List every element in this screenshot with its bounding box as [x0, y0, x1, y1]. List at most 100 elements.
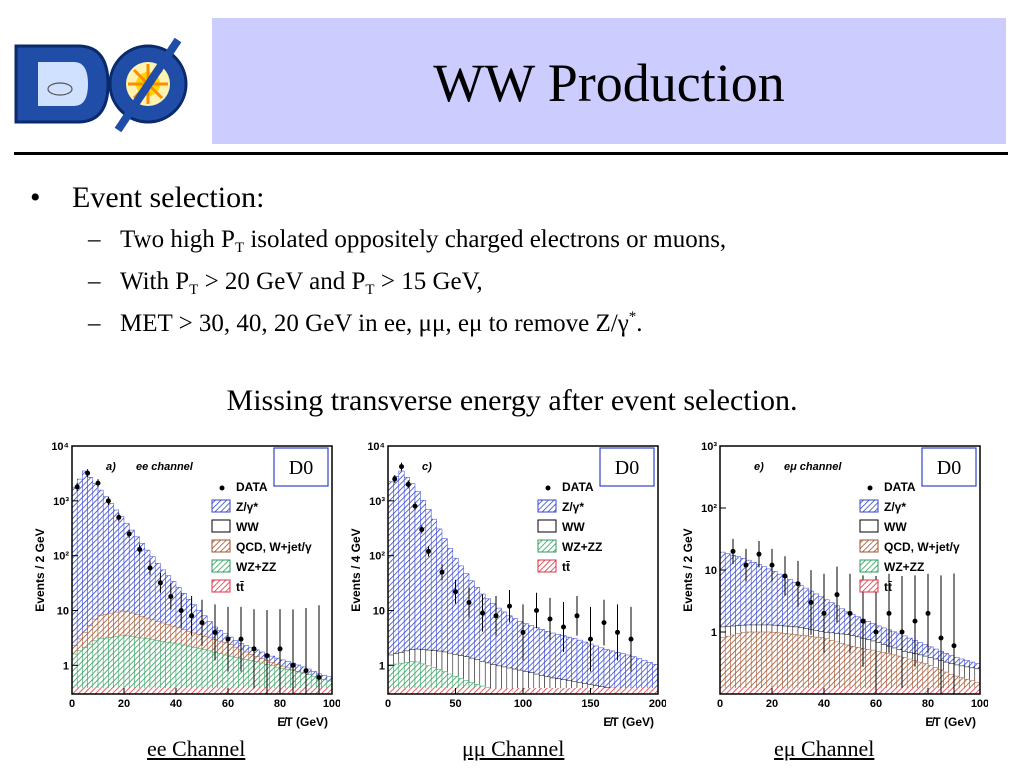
- hist-bar-wzzz: [76, 650, 83, 695]
- data-point: [493, 613, 499, 619]
- hist-bar-ttbar: [388, 688, 394, 694]
- data-point: [251, 646, 257, 652]
- hist-bar-wzzz: [82, 647, 88, 695]
- data-point: [769, 562, 775, 568]
- hist-bar-qcdwjet: [771, 632, 778, 695]
- legend-swatch: [211, 559, 231, 573]
- chart-mumu-channel: 0 50 100 150 200 1 10 10² 10³ 10⁴ E̸T (GeV) Events …: [349, 441, 666, 729]
- hist-bar-ttbar: [134, 688, 140, 694]
- hist-bar-wzzz: [87, 643, 94, 695]
- data-point: [860, 618, 866, 624]
- hist-bar-ttbar: [326, 688, 332, 694]
- hist-bar-ttbar: [420, 688, 426, 694]
- hist-bar-ttbar: [922, 688, 928, 694]
- legend-label: WW: [562, 520, 585, 534]
- bullet-event-selection: • Event selection:: [30, 181, 264, 215]
- data-point: [847, 610, 853, 616]
- hist-bar-ttbar: [186, 688, 192, 694]
- legend-label: DATA: [562, 480, 594, 494]
- hist-bar-ttbar: [550, 688, 556, 694]
- hist-bar-ttbar: [886, 688, 892, 694]
- hist-bar-ttbar: [533, 688, 540, 694]
- legend-swatch: [537, 559, 557, 573]
- hist-bar-qcdwjet: [724, 635, 731, 695]
- hist-bar-qcdwjet: [834, 641, 840, 695]
- data-point: [105, 498, 111, 504]
- legend-label: WZ+ZZ: [236, 560, 276, 574]
- hist-bar-ttbar: [641, 688, 648, 694]
- data-point: [480, 610, 485, 616]
- hist-bar-ttbar: [824, 688, 830, 694]
- hist-bar-ttbar: [839, 688, 845, 694]
- x-tick-label: 60: [222, 698, 234, 710]
- subitem-2-sub2: T: [365, 282, 375, 298]
- legend-swatch: [859, 579, 879, 593]
- channel-label-mumu: μμ Channel: [462, 736, 565, 761]
- x-axis-label: E̸T (GeV): [925, 715, 976, 729]
- subitem-3-text: MET > 30, 40, 20 GeV in ee, μμ, eμ to re…: [120, 310, 629, 337]
- hist-bar-ttbar: [566, 688, 572, 694]
- hist-bar-ttbar: [876, 688, 882, 694]
- subitem-3: – MET > 30, 40, 20 GeV in ee, μμ, eμ to r…: [88, 309, 643, 338]
- hist-bar-z: [619, 653, 626, 695]
- y-axis-label: Events / 2 GeV: [681, 528, 695, 611]
- hist-bar-ttbar: [436, 688, 442, 694]
- legend-marker-data: [219, 485, 225, 491]
- hist-bar-ttbar: [501, 688, 507, 694]
- hist-bar-wzzz: [186, 645, 192, 695]
- hist-bar-ttbar: [917, 688, 923, 694]
- hist-bar-qcdwjet: [875, 651, 882, 695]
- channel-label-ee: ee Channel: [147, 736, 246, 761]
- data-point: [730, 548, 736, 554]
- subitem-1-rest: isolated oppositely charged electrons or…: [244, 226, 727, 253]
- d0-badge-text: D0: [289, 457, 313, 479]
- hist-bar-ttbar: [176, 688, 182, 694]
- hist-bar-wzzz: [180, 644, 187, 695]
- hist-bar-ttbar: [808, 688, 814, 694]
- data-point: [392, 476, 398, 482]
- hist-bar-wzzz: [206, 650, 213, 695]
- hist-bar-ttbar: [792, 688, 798, 694]
- y-tick-label: 10³: [53, 496, 69, 508]
- x-tick-label: 80: [274, 698, 286, 710]
- bullet-text: Event selection:: [72, 181, 265, 214]
- data-point: [399, 464, 404, 470]
- hist-bar-ttbar: [108, 688, 114, 694]
- d0-badge-text: D0: [615, 457, 639, 479]
- hist-bar-ttbar: [321, 688, 327, 694]
- hist-bar-ttbar: [155, 688, 161, 694]
- hist-bar-qcdwjet: [880, 652, 887, 695]
- hist-bar-wzzz: [170, 642, 177, 695]
- subitem-3-rest: .: [636, 310, 643, 337]
- hist-bar-wzzz: [97, 638, 104, 695]
- bullet-dot: •: [30, 181, 41, 214]
- y-tick-label: 1: [711, 627, 717, 639]
- d0-badge: [599, 447, 655, 487]
- hist-bar-ttbar: [490, 688, 496, 694]
- data-point: [147, 565, 153, 571]
- data-point: [85, 470, 91, 476]
- hist-bar-qcdwjet: [735, 633, 742, 695]
- hist-bar-ttbar: [92, 688, 98, 694]
- data-point: [178, 607, 184, 613]
- legend-label: QCD, W+jet/γ: [236, 540, 312, 554]
- hist-bar-qcdwjet: [730, 634, 736, 695]
- hist-bar-ttbar: [544, 688, 550, 694]
- hist-bar-ttbar: [582, 688, 588, 694]
- hist-bar-ttbar: [782, 688, 788, 694]
- hist-bar-wzzz: [191, 646, 198, 695]
- hist-bar-ttbar: [636, 688, 642, 694]
- hist-bar-qcdwjet: [776, 632, 783, 695]
- legend-swatch: [859, 519, 879, 533]
- y-axis-label: Events / 2 GeV: [33, 528, 47, 611]
- data-point: [507, 603, 512, 609]
- hist-bar-ttbar: [631, 688, 637, 694]
- data-point: [199, 620, 205, 626]
- data-point: [886, 610, 892, 616]
- legend-swatch: [211, 519, 231, 533]
- hist-bar-ttbar: [948, 688, 954, 694]
- hist-bar-ttbar: [82, 688, 88, 694]
- hist-bar-ttbar: [772, 688, 778, 694]
- legend-label: Z/γ*: [562, 500, 584, 514]
- hist-bar-qcdwjet: [766, 631, 773, 695]
